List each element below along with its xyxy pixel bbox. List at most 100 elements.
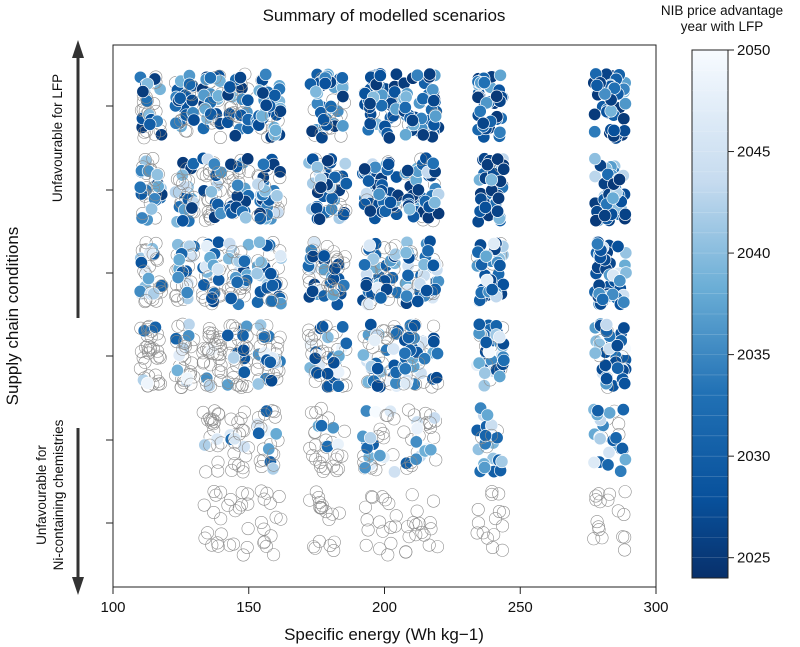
- scenario-point-no-advantage: [397, 377, 411, 391]
- scenario-point-no-advantage: [417, 375, 431, 389]
- scenario-point: [361, 297, 375, 312]
- scenario-point: [241, 152, 255, 166]
- scenario-point: [176, 214, 190, 228]
- scenario-point-no-advantage: [233, 161, 247, 175]
- scenario-point: [497, 162, 511, 176]
- scenario-point: [358, 258, 372, 272]
- scenario-point: [273, 165, 287, 179]
- colorbar-tick-label-2045: 2045: [737, 144, 770, 161]
- scenario-point: [472, 317, 486, 331]
- scenario-point: [426, 83, 440, 97]
- scenario-point-no-advantage: [431, 376, 445, 390]
- scenario-point: [373, 449, 387, 463]
- scenario-point-no-advantage: [224, 412, 238, 426]
- scenario-point-no-advantage: [229, 108, 243, 122]
- scenario-point-no-advantage: [407, 408, 421, 422]
- scenario-point: [401, 164, 415, 178]
- scenario-point-no-advantage: [226, 371, 240, 385]
- scenario-point-no-advantage: [211, 455, 225, 469]
- scenario-point: [309, 85, 323, 99]
- scenario-point-no-advantage: [241, 441, 255, 455]
- scenario-point-no-advantage: [591, 520, 605, 534]
- scenario-point-no-advantage: [234, 412, 248, 426]
- scenario-point-no-advantage: [251, 254, 265, 268]
- scenario-point: [250, 267, 264, 281]
- scenario-point-no-advantage: [410, 504, 424, 518]
- scenario-point-no-advantage: [240, 540, 254, 554]
- scenario-point-no-advantage: [307, 236, 321, 250]
- scenario-point-no-advantage: [241, 522, 255, 536]
- scenario-point-no-advantage: [136, 351, 150, 365]
- scenario-point: [339, 336, 353, 350]
- scenario-point: [318, 76, 332, 91]
- scenario-point-no-advantage: [376, 324, 390, 338]
- scenario-point: [274, 249, 288, 263]
- scenario-point: [363, 117, 377, 131]
- scenario-point-no-advantage: [496, 505, 510, 519]
- scenario-point: [400, 289, 414, 303]
- scenario-point: [265, 278, 280, 293]
- scenario-point-no-advantage: [359, 538, 373, 552]
- scenario-point: [614, 464, 628, 478]
- scenario-point-no-advantage: [236, 340, 250, 354]
- scenario-point-no-advantage: [397, 425, 411, 439]
- scenario-point: [150, 168, 164, 182]
- x-tick-label-150: 150: [236, 599, 261, 616]
- scenario-point-no-advantage: [471, 502, 485, 516]
- scenario-point-no-advantage: [229, 321, 243, 335]
- scenario-point: [326, 421, 340, 435]
- scenario-point-no-advantage: [231, 415, 245, 429]
- scenario-point-no-advantage: [426, 494, 440, 508]
- scenario-point: [202, 379, 216, 393]
- x-tick-label-250: 250: [508, 599, 533, 616]
- scenario-point-no-advantage: [236, 465, 250, 479]
- scenario-point-no-advantage: [402, 530, 416, 544]
- scenario-point-no-advantage: [378, 493, 392, 507]
- scenario-point: [263, 355, 277, 369]
- scenario-point-no-advantage: [322, 512, 336, 526]
- x-tick-label-100: 100: [100, 599, 125, 616]
- scenario-point-no-advantage: [315, 262, 329, 276]
- scenario-point: [428, 196, 442, 210]
- scenario-point: [321, 367, 335, 381]
- scenario-point: [198, 438, 212, 452]
- scenario-point-no-advantage: [382, 497, 396, 511]
- scenario-point-no-advantage: [338, 250, 352, 264]
- scenario-point-no-advantage: [306, 449, 320, 463]
- scenario-point-no-advantage: [258, 407, 272, 421]
- scenario-point-no-advantage: [214, 527, 228, 541]
- scenario-point: [369, 405, 383, 419]
- scenario-point-no-advantage: [402, 403, 416, 417]
- scenario-point-no-advantage: [208, 415, 222, 429]
- scenario-point: [409, 435, 423, 449]
- scenario-point: [491, 152, 505, 166]
- scenario-point: [133, 180, 147, 194]
- scenario-point-no-advantage: [265, 294, 279, 308]
- scenario-point-no-advantage: [423, 516, 437, 530]
- scenario-point: [136, 85, 150, 99]
- scenario-point: [211, 235, 226, 249]
- scenario-point: [601, 458, 615, 472]
- scenario-point-no-advantage: [331, 462, 345, 476]
- scenario-point-no-advantage: [257, 536, 271, 550]
- scenario-point-no-advantage: [221, 498, 235, 512]
- scenario-point: [266, 462, 280, 476]
- scenario-point: [479, 335, 493, 349]
- scenario-point-no-advantage: [253, 339, 267, 353]
- scenario-point-no-advantage: [240, 379, 254, 393]
- scenario-point-no-advantage: [404, 455, 418, 469]
- scenario-point: [264, 294, 278, 308]
- scenario-point-no-advantage: [485, 428, 499, 442]
- scenario-point-no-advantage: [327, 543, 341, 557]
- scenario-point: [331, 379, 345, 393]
- scenario-point-no-advantage: [365, 490, 379, 504]
- scenario-point: [399, 128, 413, 142]
- scenario-point-no-advantage: [330, 464, 344, 478]
- scenario-point-no-advantage: [214, 512, 228, 526]
- scenario-point-no-advantage: [373, 542, 387, 556]
- scenario-point-no-advantage: [254, 484, 268, 498]
- scenario-point: [262, 442, 276, 456]
- scenario-point: [405, 113, 420, 128]
- scenario-point: [181, 371, 195, 385]
- scenario-point: [237, 254, 251, 268]
